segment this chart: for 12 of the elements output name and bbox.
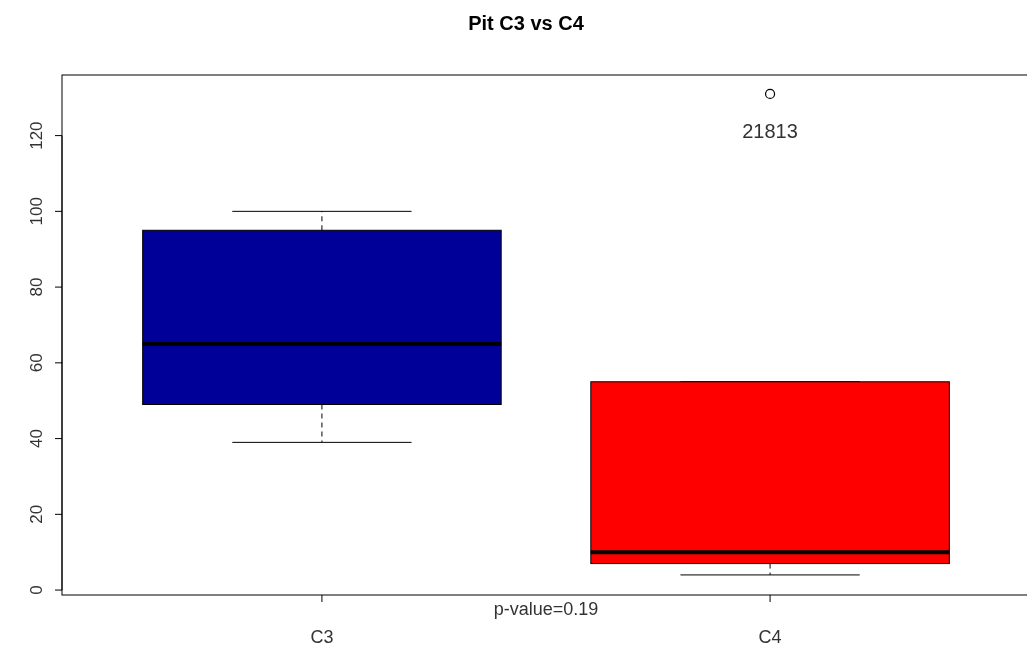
y-tick-label: 0 (27, 585, 46, 595)
text: p-value=0.19 (493, 599, 599, 619)
x-tick-label: C4 (758, 627, 782, 647)
y-tick-label: 100 (27, 197, 46, 226)
y-tick-label: 120 (27, 121, 46, 150)
chart-title: Pit C3 vs C4 (468, 12, 585, 34)
y-tick-label: 40 (27, 429, 46, 449)
annotation: 21813 (742, 119, 798, 142)
y-tick-label: 60 (27, 353, 46, 373)
y-tick-label: 80 (27, 277, 46, 297)
x-tick-label: C3 (310, 627, 334, 647)
y-tick-label: 20 (27, 504, 46, 524)
